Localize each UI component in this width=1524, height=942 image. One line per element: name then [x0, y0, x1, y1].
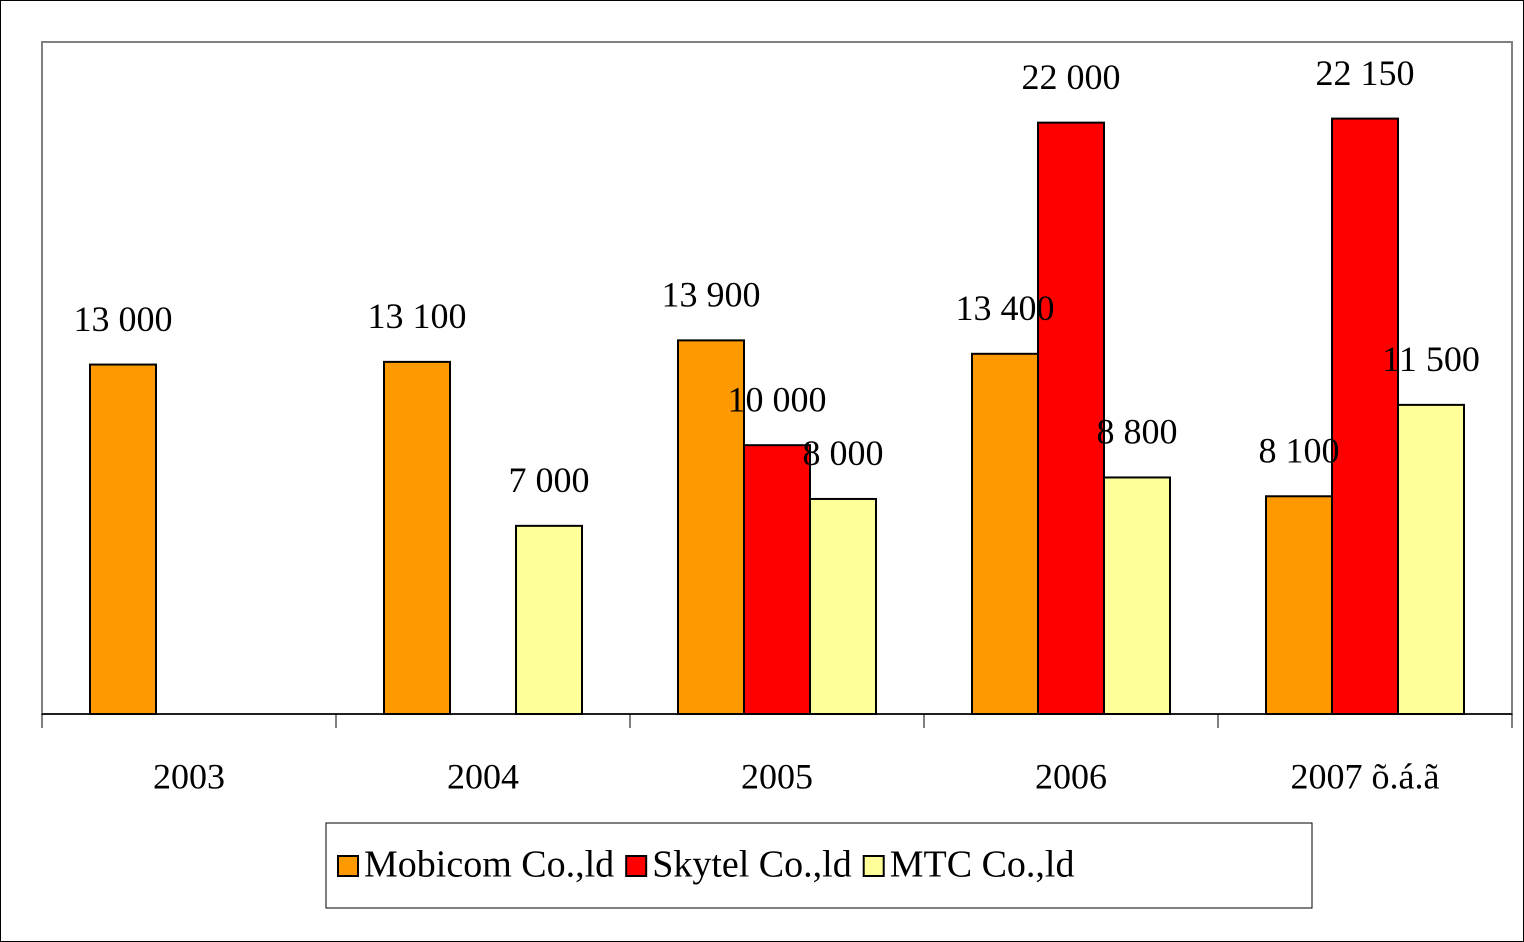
- bar: [677, 339, 745, 715]
- bar: [515, 524, 583, 716]
- legend-box: [325, 822, 1313, 909]
- data-label: 8 000: [803, 433, 884, 473]
- data-label: 13 400: [956, 288, 1055, 328]
- bar: [1265, 495, 1333, 715]
- bar: [1331, 117, 1399, 716]
- bar: [1037, 121, 1105, 715]
- data-label: 13 900: [662, 275, 761, 315]
- data-label: 11 500: [1382, 339, 1480, 379]
- legend-label: Skytel Co.,ld: [652, 844, 852, 886]
- data-label: 7 000: [509, 460, 590, 500]
- legend-swatch: [337, 855, 359, 877]
- x-tick-label: 2006: [1035, 756, 1107, 796]
- x-tick-label: 2007 õ.á.ã: [1291, 756, 1440, 796]
- bar: [809, 497, 877, 715]
- data-label: 22 150: [1316, 53, 1415, 93]
- x-tick-label: 2004: [447, 756, 519, 796]
- bar: [971, 352, 1039, 715]
- bar: [1397, 403, 1465, 715]
- x-tick-label: 2003: [153, 756, 225, 796]
- legend-swatch: [625, 855, 648, 877]
- data-label: 13 100: [368, 296, 467, 336]
- bar: [743, 444, 811, 715]
- x-tick-label: 2005: [741, 756, 813, 796]
- legend-label: MTC Co.,ld: [890, 844, 1075, 886]
- data-label: 8 100: [1259, 431, 1340, 471]
- legend-swatch: [862, 855, 885, 877]
- data-label: 22 000: [1022, 57, 1121, 97]
- bar: [383, 360, 451, 715]
- bar: [1103, 476, 1171, 715]
- legend-label: Mobicom Co.,ld: [364, 844, 614, 886]
- data-label: 8 800: [1097, 412, 1178, 452]
- bar: [89, 363, 157, 715]
- data-label: 10 000: [728, 379, 827, 419]
- data-label: 13 000: [74, 299, 173, 339]
